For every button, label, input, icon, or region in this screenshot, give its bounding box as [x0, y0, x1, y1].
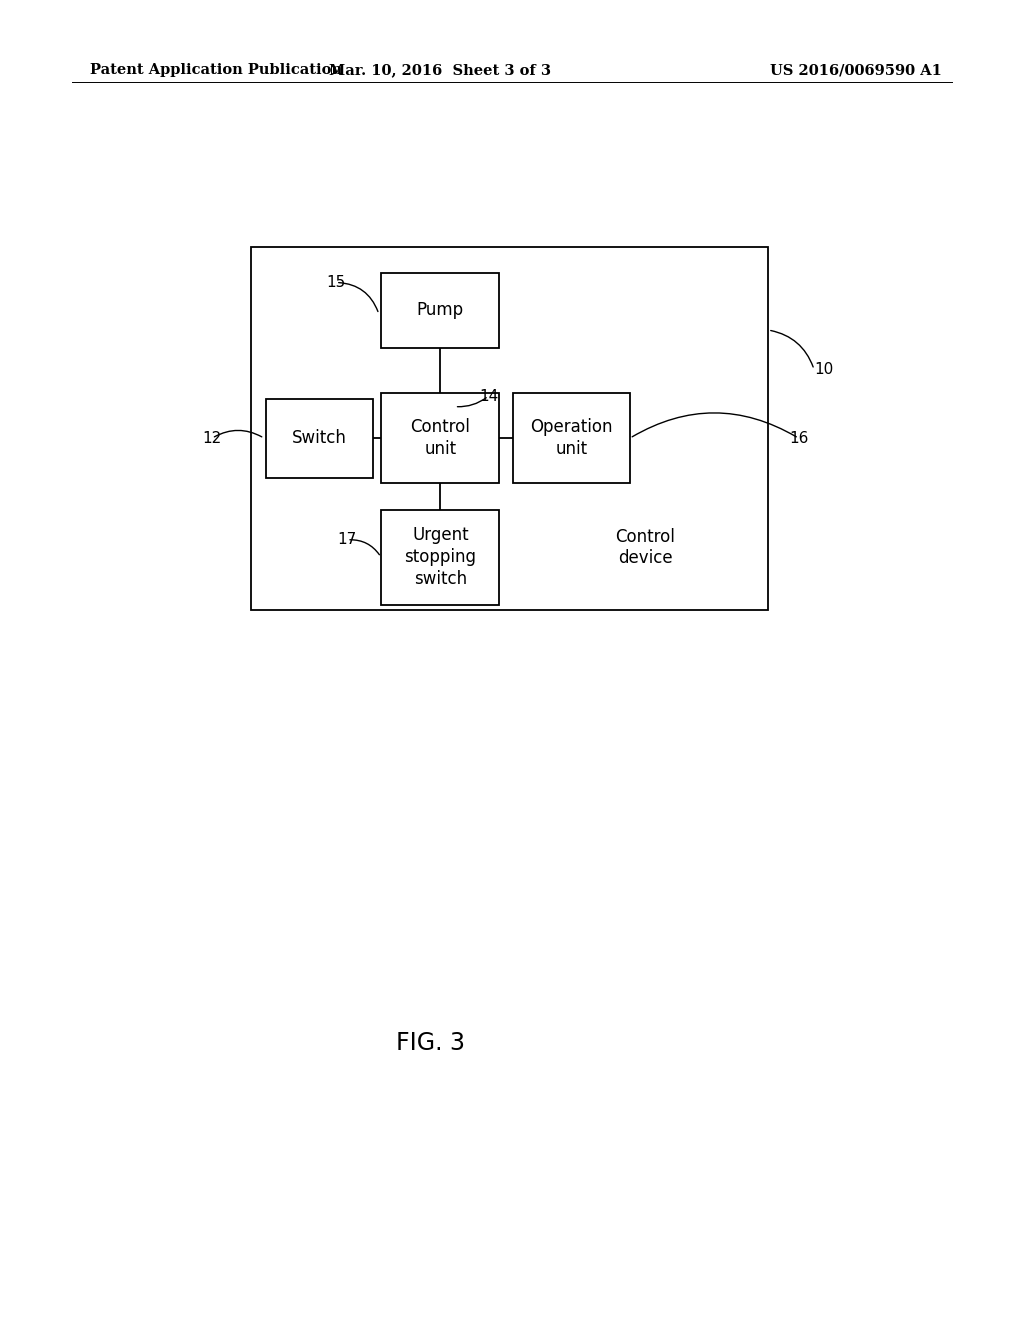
Text: 10: 10	[814, 362, 834, 378]
Text: Operation
unit: Operation unit	[530, 418, 612, 458]
Text: Switch: Switch	[292, 429, 347, 447]
Text: 14: 14	[479, 388, 498, 404]
Text: Control
unit: Control unit	[411, 418, 470, 458]
Text: 16: 16	[790, 430, 808, 446]
Bar	[513, 393, 631, 483]
Text: Mar. 10, 2016  Sheet 3 of 3: Mar. 10, 2016 Sheet 3 of 3	[330, 63, 551, 78]
Bar	[381, 393, 500, 483]
Text: 15: 15	[327, 275, 345, 290]
Text: Urgent
stopping
switch: Urgent stopping switch	[404, 525, 476, 589]
Text: Control
device: Control device	[615, 528, 675, 568]
Text: US 2016/0069590 A1: US 2016/0069590 A1	[770, 63, 942, 78]
Text: 12: 12	[203, 430, 221, 446]
Text: FIG. 3: FIG. 3	[395, 1031, 465, 1055]
Bar	[251, 247, 768, 610]
Bar	[381, 272, 500, 347]
Bar	[381, 510, 500, 605]
Text: Patent Application Publication: Patent Application Publication	[90, 63, 342, 78]
Text: 17: 17	[338, 532, 356, 548]
Bar	[266, 399, 373, 478]
Text: Pump: Pump	[417, 301, 464, 319]
